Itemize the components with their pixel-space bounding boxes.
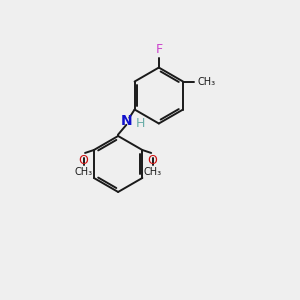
Text: O: O — [148, 154, 158, 167]
Text: CH₃: CH₃ — [74, 167, 93, 177]
Text: CH₃: CH₃ — [144, 167, 162, 177]
Text: H: H — [136, 117, 145, 130]
Text: F: F — [155, 44, 162, 56]
Text: N: N — [121, 114, 132, 128]
Text: CH₃: CH₃ — [198, 76, 216, 86]
Text: O: O — [79, 154, 88, 167]
